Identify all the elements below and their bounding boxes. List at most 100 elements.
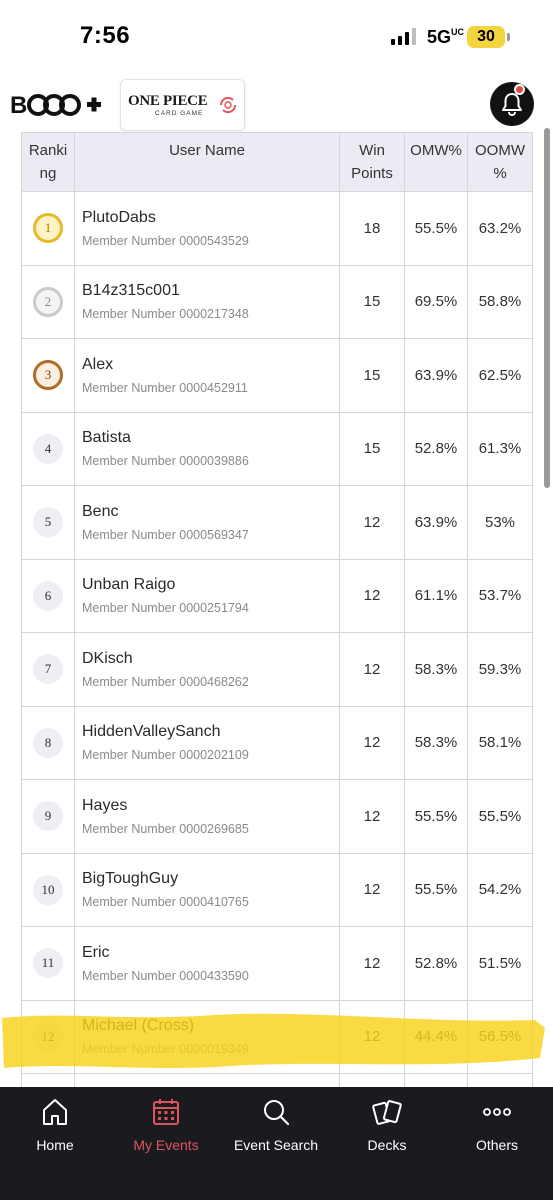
win-points-cell <box>339 1073 405 1087</box>
user-cell: Hayes Member Number 0000269685 <box>74 779 340 854</box>
oomw-cell: 53% <box>467 485 533 560</box>
omw-cell: 44.4% <box>404 999 468 1074</box>
user-cell: Benc Member Number 0000569347 <box>74 485 340 560</box>
user-name: DKisch <box>82 649 133 667</box>
member-number: Member Number 0000569347 <box>82 527 249 542</box>
member-number: Member Number 0000452911 <box>82 380 248 395</box>
omw-cell: 58.3% <box>404 705 468 780</box>
table-row[interactable]: 4 Batista Member Number 0000039886 15 52.8% 6… <box>21 411 533 486</box>
user-cell <box>74 1073 340 1087</box>
win-points-cell: 12 <box>339 926 405 1001</box>
column-header-win-points: Win Points <box>339 132 405 192</box>
battery-icon: 30 <box>467 26 505 48</box>
table-row[interactable]: 6 Unban Raigo Member Number 0000251794 12 61… <box>21 558 533 633</box>
rank-cell: 11 <box>21 926 75 1001</box>
svg-text:B: B <box>10 92 27 119</box>
win-points-cell: 12 <box>339 705 405 780</box>
oomw-cell: 61.3% <box>467 411 533 486</box>
nav-item-event-search[interactable]: Event Search <box>221 1097 331 1153</box>
standings-table-container[interactable]: Ranki ng User Name Win Points OMW% OOMW% 1… <box>21 132 533 1087</box>
user-cell: Eric Member Number 0000433590 <box>74 926 340 1001</box>
standings-table: Ranki ng User Name Win Points OMW% OOMW% 1… <box>21 132 533 1087</box>
win-points-cell: 12 <box>339 999 405 1074</box>
bottom-navigation: Home My Events Event Search Decks <box>0 1087 553 1200</box>
notification-badge <box>514 84 525 95</box>
oomw-cell: 54.2% <box>467 852 533 927</box>
user-name: Unban Raigo <box>82 576 176 594</box>
bandai-card-games-logo[interactable]: B <box>10 90 102 120</box>
user-cell: Alex Member Number 0000452911 <box>74 338 340 413</box>
user-name: Batista <box>82 429 131 447</box>
oomw-cell: 59.3% <box>467 632 533 707</box>
network-type: 5GUC <box>427 27 465 47</box>
bell-icon <box>502 93 522 116</box>
status-bar: 7:56 5GUC 30 <box>0 0 553 70</box>
cards-icon <box>372 1100 402 1125</box>
user-name: Alex <box>82 355 114 373</box>
nav-item-my-events[interactable]: My Events <box>111 1097 221 1153</box>
member-number: Member Number 0000269685 <box>82 821 249 836</box>
rank-badge: 2 <box>33 286 63 317</box>
oomw-cell: 56.5% <box>467 999 533 1074</box>
table-row[interactable]: 8 HiddenValleySanch Member Number 00002021… <box>21 705 533 780</box>
column-header-user-name: User Name <box>74 132 340 192</box>
win-points-cell: 12 <box>339 632 405 707</box>
oomw-cell: 58.8% <box>467 264 533 339</box>
table-row[interactable]: 12 Michael (Cross) Member Number 000001934… <box>21 999 533 1074</box>
member-number: Member Number 0000468262 <box>82 674 249 689</box>
rank-cell: 9 <box>21 779 75 854</box>
user-cell: Batista Member Number 0000039886 <box>74 411 340 486</box>
table-row[interactable]: 3 Alex Member Number 0000452911 15 63.9% 62.5… <box>21 338 533 413</box>
member-number: Member Number 0000410765 <box>82 895 249 910</box>
user-name: Benc <box>82 502 119 520</box>
rank-badge: 9 <box>33 801 63 832</box>
user-name: BigToughGuy <box>82 870 179 888</box>
column-header-omw: OMW% <box>404 132 468 192</box>
rank-badge: 5 <box>33 507 63 538</box>
user-name: PlutoDabs <box>82 208 156 226</box>
rank-cell: 2 <box>21 264 75 339</box>
nav-item-others[interactable]: Others <box>442 1097 552 1153</box>
rank-badge: 8 <box>33 727 63 758</box>
rank-cell: 3 <box>21 338 75 413</box>
rank-badge: 4 <box>33 433 63 464</box>
table-row[interactable] <box>21 1073 533 1087</box>
user-cell: Unban Raigo Member Number 0000251794 <box>74 558 340 633</box>
member-number: Member Number 0000217348 <box>82 307 249 322</box>
one-piece-card-game-logo[interactable]: ONE PIECE CARD GAME <box>120 79 245 131</box>
user-cell: HiddenValleySanch Member Number 000020210… <box>74 705 340 780</box>
user-name: Hayes <box>82 796 128 814</box>
search-icon <box>264 1100 290 1126</box>
rank-cell: 12 <box>21 999 75 1074</box>
nav-item-home[interactable]: Home <box>0 1097 110 1153</box>
table-row[interactable]: 10 BigToughGuy Member Number 0000410765 12 5… <box>21 852 533 927</box>
oomw-cell: 58.1% <box>467 705 533 780</box>
rank-cell: 8 <box>21 705 75 780</box>
omw-cell <box>404 1073 468 1087</box>
table-row[interactable]: 2 B14z315c001 Member Number 0000217348 15 69… <box>21 264 533 339</box>
user-name: B14z315c001 <box>82 282 180 300</box>
rank-cell: 7 <box>21 632 75 707</box>
cellular-signal-icon <box>391 27 416 45</box>
table-row[interactable]: 7 DKisch Member Number 0000468262 12 58.3% 59… <box>21 632 533 707</box>
omw-cell: 61.1% <box>404 558 468 633</box>
win-points-cell: 12 <box>339 485 405 560</box>
notification-bell-button[interactable] <box>490 82 534 126</box>
rank-cell: 1 <box>21 191 75 266</box>
member-number: Member Number 0000039886 <box>82 454 249 469</box>
rank-badge: 7 <box>33 654 63 685</box>
rank-badge: 6 <box>33 580 63 611</box>
oomw-cell: 51.5% <box>467 926 533 1001</box>
vertical-scrollbar[interactable] <box>544 128 550 488</box>
omw-cell: 69.5% <box>404 264 468 339</box>
table-row[interactable]: 9 Hayes Member Number 0000269685 12 55.5% 55.… <box>21 779 533 854</box>
calendar-icon <box>153 1099 179 1125</box>
omw-cell: 58.3% <box>404 632 468 707</box>
table-row[interactable]: 11 Eric Member Number 0000433590 12 52.8% 51.… <box>21 926 533 1001</box>
table-row[interactable]: 5 Benc Member Number 0000569347 12 63.9% 53% <box>21 485 533 560</box>
nav-item-decks[interactable]: Decks <box>332 1097 442 1153</box>
table-row[interactable]: 1 PlutoDabs Member Number 0000543529 18 55.5… <box>21 191 533 266</box>
member-number: Member Number 0000251794 <box>82 601 249 616</box>
user-cell: Michael (Cross) Member Number 0000019349 <box>74 999 340 1074</box>
user-name: HiddenValleySanch <box>82 723 221 741</box>
